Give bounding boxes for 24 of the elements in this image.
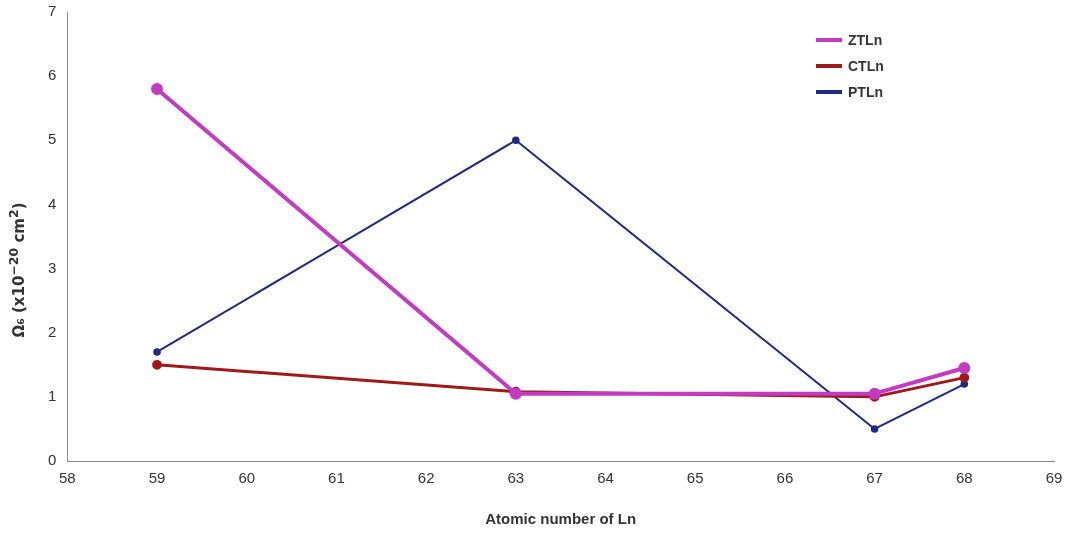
y-tick-label: 3 bbox=[48, 258, 57, 276]
y-tick-label: 1 bbox=[48, 387, 57, 404]
y-tick-label: 0 bbox=[48, 451, 57, 469]
y-tick-label: 2 bbox=[48, 322, 57, 340]
legend-label: PTLn bbox=[848, 84, 883, 100]
legend-label: ZTLn bbox=[848, 32, 883, 48]
x-tick-label: 65 bbox=[686, 469, 704, 487]
x-tick-label: 60 bbox=[238, 469, 256, 487]
y-tick-label: 4 bbox=[48, 194, 57, 212]
legend-label: CTLn bbox=[848, 58, 884, 74]
x-tick-label: 66 bbox=[776, 469, 794, 487]
x-tick-label: 58 bbox=[59, 469, 76, 487]
x-tick-label: 59 bbox=[148, 469, 166, 487]
x-tick-label: 63 bbox=[507, 469, 525, 487]
x-tick-label: 64 bbox=[597, 469, 614, 487]
x-tick-label: 67 bbox=[866, 469, 883, 487]
y-tick-label: 5 bbox=[48, 130, 57, 148]
x-axis-title: Atomic number of Ln bbox=[485, 510, 637, 528]
y-tick-label: 6 bbox=[48, 66, 57, 84]
y-tick-label: 7 bbox=[48, 2, 57, 20]
x-tick-label: 68 bbox=[955, 469, 973, 487]
x-tick-label: 69 bbox=[1045, 469, 1063, 487]
x-tick-label: 61 bbox=[328, 469, 345, 487]
x-tick-label: 62 bbox=[417, 469, 435, 487]
